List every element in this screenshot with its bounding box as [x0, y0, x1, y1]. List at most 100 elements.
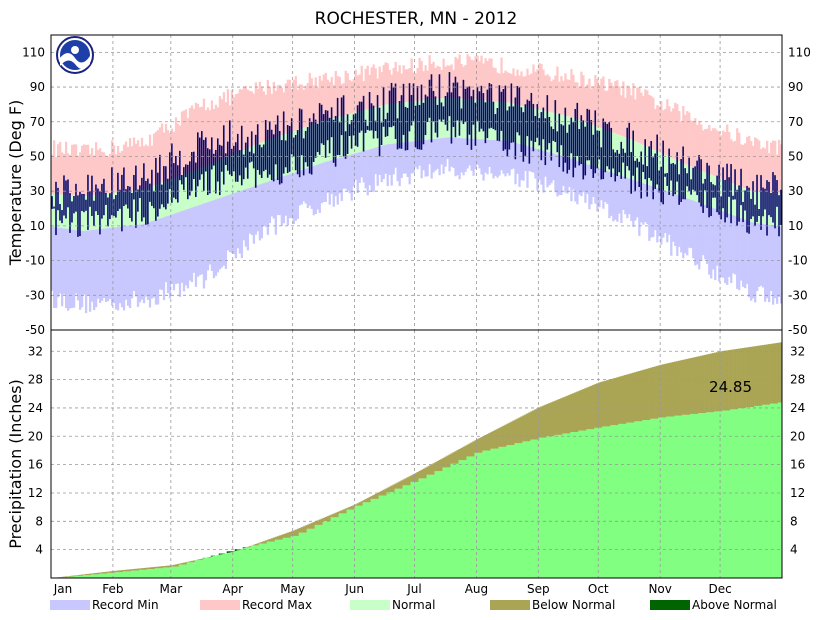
actual-temp-bar — [586, 108, 589, 161]
below-normal-bar — [294, 529, 297, 536]
record-max-bar — [258, 81, 262, 144]
record-max-bar — [336, 76, 339, 118]
actual-temp-bar — [730, 164, 732, 224]
actual-temp-bar — [228, 120, 231, 175]
record-max-bar — [676, 104, 679, 161]
precip-tick-label-right: 24 — [790, 401, 805, 415]
actual-temp-bar — [434, 96, 437, 133]
actual-precip-bar — [586, 429, 589, 578]
record-max-bar — [468, 56, 471, 100]
record-min-bar — [440, 138, 443, 165]
actual-precip-bar — [718, 411, 721, 578]
below-normal-bar — [650, 367, 653, 419]
below-normal-bar — [316, 520, 319, 525]
actual-precip-bar — [746, 407, 749, 578]
record-max-bar — [514, 75, 517, 105]
actual-temp-bar — [191, 151, 193, 191]
record-min-bar — [56, 227, 60, 298]
below-normal-bar — [346, 507, 349, 510]
actual-precip-bar — [122, 571, 126, 578]
actual-precip-bar — [182, 564, 186, 578]
record-max-bar — [78, 152, 82, 197]
actual-temp-bar — [210, 137, 213, 170]
actual-temp-bar — [165, 166, 167, 210]
record-max-bar — [630, 95, 633, 140]
actual-temp-bar — [422, 102, 425, 145]
record-min-bar — [634, 180, 637, 221]
record-min-bar — [252, 186, 256, 244]
actual-temp-bar — [322, 114, 325, 145]
noaa-logo — [56, 36, 94, 74]
record-min-bar — [718, 210, 721, 282]
actual-temp-bar — [290, 118, 293, 155]
actual-temp-bar — [518, 87, 521, 136]
record-max-bar — [704, 129, 707, 173]
actual-precip-bar — [338, 513, 341, 578]
actual-precip-bar — [220, 554, 224, 578]
temperature-bars — [51, 54, 783, 314]
record-max-bar — [432, 61, 435, 100]
below-normal-bar — [256, 543, 260, 546]
record-min-bar — [156, 219, 160, 305]
actual-temp-bar — [710, 182, 712, 217]
record-max-bar — [536, 69, 539, 110]
temp-tick-label-right: 110 — [788, 45, 811, 59]
actual-precip-bar — [218, 554, 222, 578]
normal-bar — [360, 110, 363, 152]
record-max-bar — [606, 90, 609, 131]
below-normal-bar — [774, 343, 777, 404]
actual-temp-bar — [105, 192, 107, 205]
actual-precip-bar — [700, 413, 703, 578]
actual-precip-bar — [102, 573, 106, 578]
actual-precip-bar — [306, 528, 309, 578]
actual-temp-bar — [500, 91, 503, 131]
precip-tick-label-right: 16 — [790, 458, 805, 472]
actual-precip-bar — [340, 513, 343, 578]
actual-temp-bar — [360, 101, 363, 131]
actual-temp-bar — [474, 102, 477, 146]
actual-temp-bar — [670, 163, 672, 181]
record-max-bar — [544, 75, 547, 111]
temperature-grid — [51, 35, 782, 330]
below-normal-bar — [384, 488, 387, 496]
record-min-bar — [360, 151, 363, 178]
below-normal-bar — [450, 453, 453, 464]
record-min-bar — [272, 179, 275, 219]
record-max-bar — [382, 64, 385, 106]
below-normal-bar — [712, 353, 715, 413]
below-normal-bar — [320, 518, 323, 525]
actual-precip-bar — [68, 576, 72, 578]
below-normal-bar — [88, 573, 92, 576]
record-max-bar — [262, 91, 266, 142]
below-normal-bar — [644, 369, 647, 421]
actual-precip-bar — [724, 410, 727, 578]
below-normal-bar — [610, 379, 613, 426]
record-max-bar — [162, 132, 166, 182]
record-max-bar — [594, 75, 597, 126]
actual-temp-bar — [682, 146, 684, 200]
actual-precip-bar — [90, 574, 94, 578]
actual-temp-bar — [398, 101, 401, 149]
record-min-bar — [64, 228, 68, 308]
record-min-bar — [422, 140, 425, 171]
record-min-bar — [508, 140, 511, 176]
actual-precip-bar — [80, 575, 84, 578]
actual-precip-bar — [486, 450, 489, 578]
actual-temp-bar — [476, 86, 479, 121]
actual-temp-bar — [388, 90, 391, 128]
actual-precip-bar — [536, 439, 539, 578]
actual-temp-bar — [694, 166, 696, 192]
below-normal-bar — [290, 531, 293, 536]
actual-temp-bar — [530, 92, 533, 141]
below-normal-bar — [400, 480, 403, 489]
record-min-bar — [174, 213, 178, 284]
below-normal-bar — [270, 538, 273, 542]
below-normal-bar — [514, 419, 517, 444]
month-label: Nov — [648, 582, 671, 596]
below-normal-bar — [164, 565, 168, 568]
record-max-bar — [522, 76, 525, 106]
record-max-bar — [540, 63, 543, 111]
record-min-bar — [414, 141, 417, 168]
actual-precip-bar — [292, 535, 295, 578]
actual-temp-bar — [378, 107, 381, 157]
